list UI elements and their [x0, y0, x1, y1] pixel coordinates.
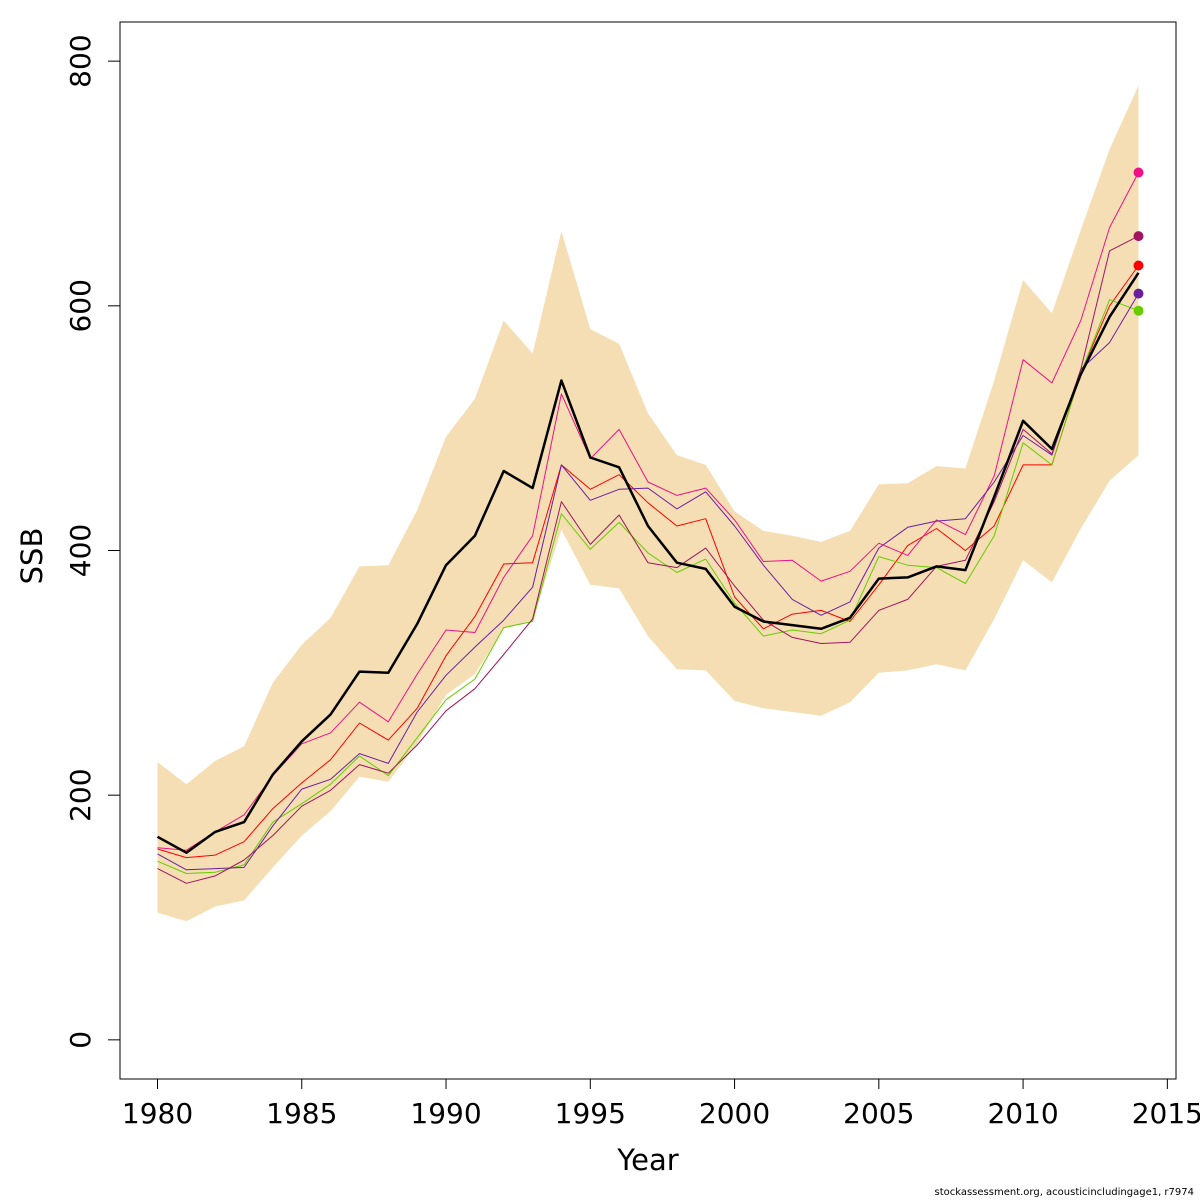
end-markers — [1133, 167, 1144, 316]
series-line-5 — [157, 293, 1139, 871]
y-axis-title: SSB — [15, 528, 49, 585]
x-tick-label: 2000 — [699, 1097, 770, 1130]
x-tick-label: 2005 — [843, 1097, 914, 1130]
x-axis: 1980 1985 1990 1995 2000 2005 2010 2015 — [122, 1078, 1200, 1130]
y-tick-label: 800 — [64, 34, 97, 87]
series-line-4 — [157, 299, 1139, 874]
end-point-marker-5 — [1133, 288, 1144, 299]
y-axis: 0 200 400 600 800 — [64, 34, 121, 1049]
x-axis-title: Year — [616, 1143, 678, 1177]
x-tick-label: 1980 — [122, 1097, 193, 1130]
plot-frame — [119, 21, 1177, 1080]
end-point-marker-3 — [1133, 167, 1144, 178]
series-line-6 — [157, 235, 1139, 884]
x-tick-label: 1985 — [266, 1097, 337, 1130]
end-point-marker-4 — [1133, 305, 1144, 316]
y-tick-label: 200 — [64, 768, 97, 821]
end-point-marker-2 — [1133, 260, 1144, 271]
x-tick-label: 1990 — [410, 1097, 481, 1130]
y-tick-label: 600 — [64, 279, 97, 332]
x-tick-label: 1995 — [555, 1097, 626, 1130]
end-point-marker-6 — [1133, 231, 1144, 242]
series-line-3 — [157, 172, 1139, 851]
x-tick-label: 2010 — [987, 1097, 1058, 1130]
footer-credit: stockassessment.org, acousticincludingag… — [934, 1187, 1194, 1198]
x-tick-label: 2015 — [1132, 1097, 1200, 1130]
series-line-1 — [156, 272, 1140, 854]
series-lines — [156, 172, 1140, 884]
y-tick-label: 0 — [64, 1031, 97, 1049]
y-tick-label: 400 — [64, 524, 97, 577]
